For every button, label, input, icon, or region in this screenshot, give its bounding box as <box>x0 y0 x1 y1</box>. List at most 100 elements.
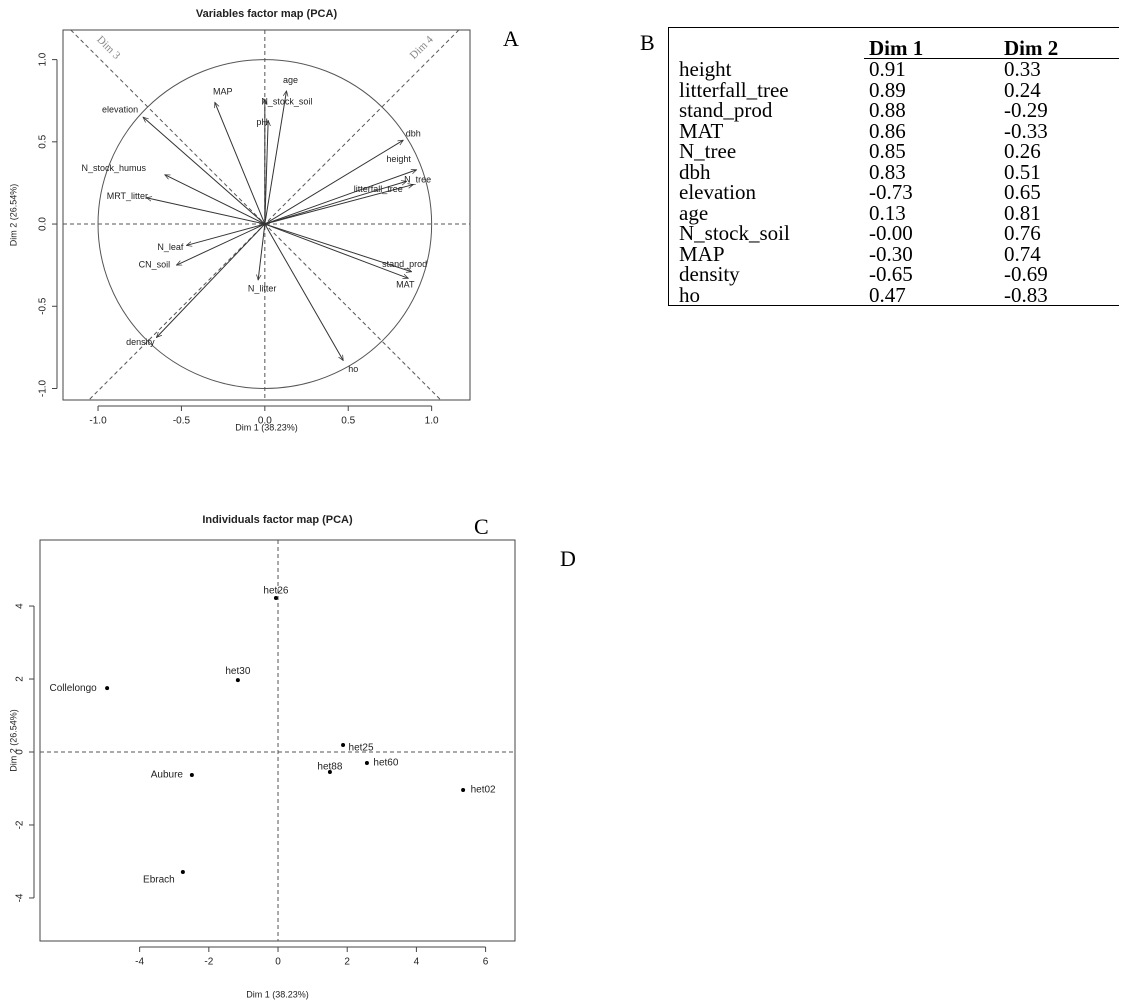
table-cell: dbh <box>679 159 711 184</box>
arrow <box>215 102 266 225</box>
table-cell: 0.89 <box>869 77 906 102</box>
arrow-label: ho <box>348 364 358 374</box>
y-tick-label: 0.0 <box>38 217 49 231</box>
y-tick-label: 1.0 <box>38 52 49 66</box>
table-cell: 0.76 <box>1004 221 1041 246</box>
table-cell: density <box>679 262 740 287</box>
table-cell: litterfall_tree <box>679 77 789 102</box>
table-row: litterfall_tree 0.89 0.24 <box>669 80 1119 101</box>
panel-label: D <box>560 546 576 571</box>
table-cell: -0.30 <box>869 241 913 266</box>
header-cell: Dim 1 <box>864 28 999 59</box>
header-cell: Dim 2 <box>999 28 1119 59</box>
point-label: het25 <box>349 743 374 754</box>
y-tick-label: 2 <box>15 676 26 682</box>
table-row: height 0.91 0.33 <box>669 59 1119 80</box>
table-cell: ho <box>679 282 700 307</box>
table-cell: -0.33 <box>1004 118 1048 143</box>
arrow-label: N_tree <box>404 175 431 185</box>
y-axis-label: Dim 2 (26.54%) <box>8 709 18 772</box>
table-row: MAP -0.30 0.74 <box>669 244 1119 265</box>
table-cell: 0.26 <box>1004 139 1041 164</box>
table-row: stand_prod 0.88 -0.29 <box>669 100 1119 121</box>
table-cell: -0.65 <box>869 262 913 287</box>
arrow <box>165 174 266 225</box>
point-label: Aubure <box>151 770 184 781</box>
x-axis-label: Dim 1 (38.23%) <box>235 422 298 432</box>
table-row: elevation -0.73 0.65 <box>669 182 1119 203</box>
arrow <box>264 170 417 225</box>
table-cell: 0.81 <box>1004 200 1041 225</box>
point <box>105 686 110 691</box>
panel-label: A <box>503 26 519 51</box>
arrow <box>264 181 407 225</box>
point <box>341 743 346 748</box>
y-tick-label: 0.5 <box>38 134 49 148</box>
table-cell: 0.83 <box>869 159 906 184</box>
table-row: MAT 0.86 -0.33 <box>669 121 1119 142</box>
table-row: N_stock_soil -0.00 0.76 <box>669 223 1119 244</box>
table-cell: 0.13 <box>869 200 906 225</box>
arrow-label: density <box>126 337 155 347</box>
point <box>461 787 466 792</box>
arrow <box>264 91 287 225</box>
table-row: density -0.65 -0.69 <box>669 264 1119 285</box>
x-axis-label: Dim 1 (38.23%) <box>246 989 309 999</box>
arrow <box>264 185 413 225</box>
point <box>364 760 369 765</box>
table-cell: 0.24 <box>1004 77 1041 102</box>
chart-title: Individuals factor map (PCA) <box>202 514 353 526</box>
y-tick-label: 4 <box>15 603 26 609</box>
arrow <box>258 223 266 280</box>
table-row: dbh 0.83 0.51 <box>669 162 1119 183</box>
point <box>273 596 278 601</box>
panel-label: C <box>474 514 489 539</box>
table-cell: -0.29 <box>1004 98 1048 123</box>
table: Dim 1 Dim 2 height 0.91 0.33 litterfall_tree 0… <box>668 27 1119 306</box>
arrow-label: litterfall_tree <box>354 184 403 194</box>
arrow <box>264 140 403 225</box>
plot-frame <box>62 29 471 401</box>
arrow-label: elevation <box>102 105 138 115</box>
y-tick-label: 0 <box>15 749 26 755</box>
header-cell <box>669 28 864 59</box>
table-cell: 0.65 <box>1004 180 1041 205</box>
point <box>327 770 332 775</box>
x-tick-label: 4 <box>414 957 420 968</box>
table-cell: N_tree <box>679 139 737 164</box>
table-cell: 0.86 <box>869 118 906 143</box>
arrow <box>146 198 265 225</box>
y-tick-label: -0.5 <box>38 297 49 315</box>
table-cell: 0.88 <box>869 98 906 123</box>
point-label: het60 <box>373 758 398 769</box>
table-cell: MAT <box>679 118 724 143</box>
arrow-label: CN_soil <box>139 260 171 270</box>
arrow-label: dbh <box>406 129 421 139</box>
unit-circle <box>97 59 433 389</box>
x-tick-label: 6 <box>483 957 489 968</box>
x-tick-label: -0.5 <box>173 416 191 427</box>
arrow <box>264 223 408 278</box>
table-cell: age <box>679 200 709 225</box>
table-row: age 0.13 0.81 <box>669 203 1119 224</box>
x-tick-label: 0 <box>275 957 281 968</box>
arrow-label: age <box>283 75 298 85</box>
arrow-label: MRT_litter <box>107 191 148 201</box>
arrow-label: MAP <box>213 87 233 97</box>
table-cell: 0.91 <box>869 57 906 82</box>
x-tick-label: -2 <box>204 957 213 968</box>
point-label: het30 <box>225 666 250 677</box>
table-row: ho 0.47 -0.83 <box>669 285 1119 306</box>
y-tick-label: -1.0 <box>38 379 49 397</box>
table-row: N_tree 0.85 0.26 <box>669 141 1119 162</box>
arrow-label: N_litter <box>248 283 277 293</box>
arrow-label: stand_prod <box>382 259 427 269</box>
arrow <box>176 223 266 266</box>
arrow <box>264 223 412 272</box>
x-tick-label: -1.0 <box>89 416 107 427</box>
x-tick-label: -4 <box>135 957 144 968</box>
x-tick-label: 0.0 <box>258 416 272 427</box>
table-cell: 0.47 <box>869 282 906 307</box>
